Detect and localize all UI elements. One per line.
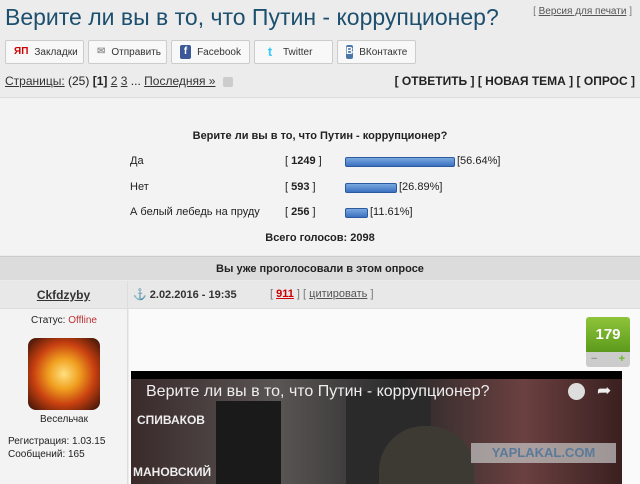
label: Закладки <box>34 46 78 58</box>
poll: Верите ли вы в то, что Путин - коррупцио… <box>0 97 640 255</box>
option-label: Нет <box>130 181 149 193</box>
ellipsis: ... <box>130 74 141 88</box>
page-title: Верите ли вы в то, что Путин - коррупцио… <box>5 4 499 30</box>
option-label: А белый лебедь на пруду <box>130 206 260 218</box>
dropdown-icon[interactable] <box>222 76 233 87</box>
share-icon[interactable]: ➦ <box>597 381 612 400</box>
status-value: Offline <box>68 315 97 326</box>
votes: 1249 <box>291 155 316 167</box>
votes: 593 <box>291 181 310 193</box>
watch-later-icon[interactable] <box>568 383 585 400</box>
watermark: YAPLAKAL.COM <box>471 443 616 463</box>
rating-value: 179 <box>586 317 630 352</box>
video-title[interactable]: Верите ли вы в то, что Путин - коррупцио… <box>146 383 490 400</box>
video-top-bar <box>131 371 622 379</box>
twitter-icon: t <box>267 44 273 59</box>
option-bar <box>345 208 368 218</box>
mail-icon: ✉ <box>97 46 106 57</box>
post-number-link[interactable]: 911 <box>276 288 294 300</box>
yap-icon: ЯП <box>14 46 29 57</box>
option-percent: [11.61%] <box>370 206 413 218</box>
twitter-button[interactable]: t Twitter <box>254 40 333 64</box>
post-count: Сообщений: 165 <box>8 449 85 460</box>
date-text: 2.02.2016 - 19:35 <box>149 289 237 301</box>
bracket: [ <box>533 6 536 17</box>
poster-text: СПИВАКОВ <box>137 413 205 427</box>
author-panel: Статус: Offline Весельчак Регистрация: 1… <box>0 309 128 484</box>
current-page: [1] <box>92 74 108 88</box>
facebook-icon: f <box>180 45 192 59</box>
bracket: ] <box>629 6 632 17</box>
post-author: Ckfdzyby <box>0 281 128 309</box>
option-label: Да <box>130 155 144 167</box>
pages-link[interactable]: Страницы: <box>5 74 65 88</box>
votes: 256 <box>291 206 310 218</box>
post-date: ⚓ 2.02.2016 - 19:35 <box>133 288 237 301</box>
user-rank: Весельчак <box>40 414 88 425</box>
avatar[interactable] <box>28 338 100 410</box>
last-page-link[interactable]: Последняя » <box>144 74 216 88</box>
reply-button[interactable]: [ ОТВЕТИТЬ ] <box>394 74 475 88</box>
new-topic-button[interactable]: [ НОВАЯ ТЕМА ] <box>477 74 574 88</box>
registration-date: Регистрация: 1.03.15 <box>8 436 106 447</box>
topic-actions: [ ОТВЕТИТЬ ] [ НОВАЯ ТЕМА ] [ ОПРОС ] <box>395 74 635 88</box>
option-bar <box>345 183 397 193</box>
status: Статус: Offline <box>0 315 128 326</box>
poll-total: Всего голосов: 2098 <box>265 232 375 244</box>
option-votes: [ 256 ] <box>285 206 316 218</box>
poll-option: Нет [ 593 ] [26.89%] <box>130 181 630 195</box>
poll-button[interactable]: [ ОПРОС ] <box>576 74 635 88</box>
option-votes: [ 1249 ] <box>285 155 322 167</box>
anchor-icon[interactable]: ⚓ <box>133 289 147 301</box>
quote-link[interactable]: цитировать <box>309 288 368 300</box>
send-button[interactable]: ✉ Отправить <box>88 40 167 64</box>
vk-icon: B <box>346 45 354 59</box>
page-2-link[interactable]: 2 <box>110 74 118 88</box>
vkontakte-button[interactable]: B ВКонтакте <box>337 40 416 64</box>
label: Отправить <box>111 46 161 58</box>
poll-question: Верите ли вы в то, что Путин - коррупцио… <box>192 130 448 142</box>
video-embed[interactable]: СПИВАКОВ МАНОВСКИЙ Верите ли вы в то, чт… <box>131 371 622 484</box>
poster <box>216 401 281 484</box>
post-header: Ckfdzyby ⚓ 2.02.2016 - 19:35 [ 911 ] [ ц… <box>0 281 640 309</box>
label: Twitter <box>283 46 313 58</box>
poll-option: Да [ 1249 ] [56.64%] <box>130 155 630 169</box>
post-meta: [ 911 ] [ цитировать ] <box>270 288 374 300</box>
option-bar <box>345 157 455 167</box>
option-votes: [ 593 ] <box>285 181 316 193</box>
status-label: Статус: <box>31 315 66 326</box>
page-3-link[interactable]: 3 <box>120 74 128 88</box>
bookmarks-button[interactable]: ЯП Закладки <box>5 40 84 64</box>
print-version-link[interactable]: Версия для печати <box>538 6 627 17</box>
plus-button[interactable]: + <box>618 353 625 365</box>
option-percent: [56.64%] <box>457 155 501 167</box>
print-version: [ Версия для печати ] <box>533 6 632 17</box>
label: Facebook <box>197 46 241 58</box>
poll-option: А белый лебедь на пруду [ 256 ] [11.61%] <box>130 206 630 220</box>
author-link[interactable]: Ckfdzyby <box>36 288 91 302</box>
minus-button[interactable]: − <box>591 353 598 365</box>
option-percent: [26.89%] <box>399 181 443 193</box>
page-count: (25) <box>68 74 90 88</box>
poster-text: МАНОВСКИЙ <box>133 465 212 479</box>
facebook-button[interactable]: f Facebook <box>171 40 250 64</box>
rating-controls: − + <box>586 352 630 367</box>
label: ВКонтакте <box>359 46 408 58</box>
voted-notice: Вы уже проголосовали в этом опросе <box>0 256 640 280</box>
rating-box: 179 − + <box>586 317 630 367</box>
pagination: Страницы: (25) [1] 2 3 ... Последняя » <box>5 74 233 88</box>
